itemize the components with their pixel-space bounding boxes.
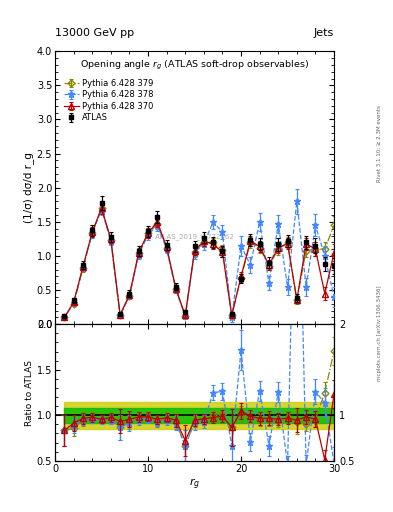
Legend: Pythia 6.428 379, Pythia 6.428 378, Pythia 6.428 370, ATLAS: Pythia 6.428 379, Pythia 6.428 378, Pyth… (62, 77, 155, 124)
X-axis label: $r_g$: $r_g$ (189, 476, 200, 492)
Text: Jets: Jets (314, 28, 334, 38)
Text: ATLAS_2019_I1772062: ATLAS_2019_I1772062 (155, 233, 234, 240)
Y-axis label: Ratio to ATLAS: Ratio to ATLAS (25, 359, 34, 425)
Text: mcplots.cern.ch [arXiv:1306.3436]: mcplots.cern.ch [arXiv:1306.3436] (377, 285, 382, 380)
Y-axis label: (1/σ) dσ/d r_g: (1/σ) dσ/d r_g (23, 152, 34, 223)
Text: Rivet 3.1.10; ≥ 2.3M events: Rivet 3.1.10; ≥ 2.3M events (377, 105, 382, 182)
Text: 13000 GeV pp: 13000 GeV pp (55, 28, 134, 38)
Text: Opening angle $r_g$ (ATLAS soft-drop observables): Opening angle $r_g$ (ATLAS soft-drop obs… (80, 59, 309, 73)
